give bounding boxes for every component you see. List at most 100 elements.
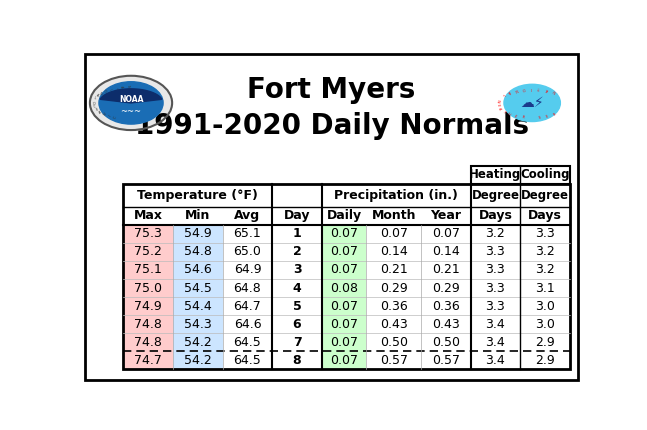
Text: Year: Year	[430, 209, 461, 222]
Text: Max: Max	[134, 209, 163, 222]
Text: 54.2: 54.2	[184, 336, 212, 349]
Bar	[322, 333, 366, 351]
Bar	[272, 225, 322, 243]
Bar	[173, 243, 223, 261]
Bar	[124, 225, 173, 243]
Text: R: R	[553, 112, 557, 117]
Text: 6: 6	[292, 318, 302, 331]
Bar	[173, 279, 223, 297]
Bar	[322, 225, 366, 243]
Text: 5: 5	[292, 300, 302, 313]
Text: T: T	[501, 110, 505, 114]
Bar	[470, 315, 520, 333]
Text: 3.2: 3.2	[535, 246, 555, 258]
Circle shape	[90, 76, 172, 130]
Bar	[223, 351, 272, 369]
Text: 0.07: 0.07	[330, 246, 358, 258]
Text: 0.07: 0.07	[330, 264, 358, 276]
Text: A: A	[119, 86, 124, 89]
Text: 0.36: 0.36	[380, 300, 408, 313]
Text: 64.5: 64.5	[234, 336, 261, 349]
Bar	[223, 333, 272, 351]
Bar	[421, 225, 470, 243]
Text: Cooling: Cooling	[520, 169, 570, 181]
Text: ~~~: ~~~	[120, 107, 142, 116]
Text: O: O	[521, 86, 525, 90]
Bar	[124, 333, 173, 351]
Text: Avg: Avg	[234, 209, 261, 222]
Bar	[272, 297, 322, 315]
Text: 75.0: 75.0	[135, 282, 162, 295]
Bar	[272, 261, 322, 279]
Text: 54.2: 54.2	[184, 354, 212, 367]
Text: 0.29: 0.29	[432, 282, 459, 295]
Bar	[124, 315, 173, 333]
Text: 3.2: 3.2	[535, 264, 555, 276]
Text: 1991-2020 Daily Normals: 1991-2020 Daily Normals	[135, 112, 529, 140]
Text: 2.9: 2.9	[535, 354, 555, 367]
Bar	[322, 243, 366, 261]
Text: Days: Days	[528, 209, 562, 222]
Text: L: L	[94, 96, 96, 101]
Text: 3.3: 3.3	[485, 264, 505, 276]
Bar	[470, 261, 520, 279]
Text: H: H	[507, 112, 511, 117]
Text: 0.07: 0.07	[330, 300, 358, 313]
Bar	[124, 243, 173, 261]
Bar	[366, 225, 421, 243]
Text: 0.14: 0.14	[380, 246, 408, 258]
Text: 3.3: 3.3	[485, 282, 505, 295]
Text: N: N	[126, 85, 130, 88]
Bar	[272, 279, 322, 297]
Bar	[470, 279, 520, 297]
Text: 75.2: 75.2	[135, 246, 162, 258]
Text: 3.2: 3.2	[485, 227, 505, 240]
Bar	[470, 351, 520, 369]
Bar	[124, 279, 173, 297]
Bar	[520, 261, 570, 279]
Bar	[520, 243, 570, 261]
Bar	[366, 243, 421, 261]
Text: 54.8: 54.8	[184, 246, 212, 258]
Text: 54.5: 54.5	[184, 282, 212, 295]
Bar	[421, 297, 470, 315]
Text: Fort Myers: Fort Myers	[247, 76, 416, 104]
Text: E: E	[496, 103, 499, 106]
Text: O: O	[102, 89, 107, 94]
Bar	[272, 315, 322, 333]
Circle shape	[99, 82, 163, 124]
Text: I: I	[108, 88, 112, 91]
Text: R: R	[521, 116, 525, 120]
Text: 0.14: 0.14	[432, 246, 459, 258]
Bar	[470, 225, 520, 243]
Text: 0.21: 0.21	[432, 264, 459, 276]
Text: 0.43: 0.43	[432, 318, 459, 331]
Polygon shape	[100, 89, 162, 103]
Text: Temperature (°F): Temperature (°F)	[137, 189, 258, 202]
Bar	[272, 351, 322, 369]
Text: S: S	[538, 116, 542, 120]
Text: 0.36: 0.36	[432, 300, 459, 313]
Bar	[470, 166, 570, 184]
Bar	[124, 184, 570, 206]
Text: 0.07: 0.07	[330, 354, 358, 367]
Bar	[322, 297, 366, 315]
Text: Daily: Daily	[327, 209, 362, 222]
Text: A: A	[497, 107, 501, 110]
Bar	[520, 297, 570, 315]
Text: 4: 4	[292, 282, 302, 295]
Text: 3.3: 3.3	[485, 300, 505, 313]
Text: 54.3: 54.3	[184, 318, 212, 331]
Bar	[272, 243, 322, 261]
Text: 75.1: 75.1	[135, 264, 162, 276]
Text: 65.0: 65.0	[234, 246, 261, 258]
Text: T: T	[538, 86, 542, 90]
Text: 0.29: 0.29	[380, 282, 408, 295]
Bar	[322, 315, 366, 333]
Text: 0.07: 0.07	[432, 227, 460, 240]
Text: 2: 2	[292, 246, 302, 258]
Bar	[421, 333, 470, 351]
Bar	[470, 333, 520, 351]
Bar	[124, 351, 173, 369]
Text: 3.4: 3.4	[485, 354, 505, 367]
